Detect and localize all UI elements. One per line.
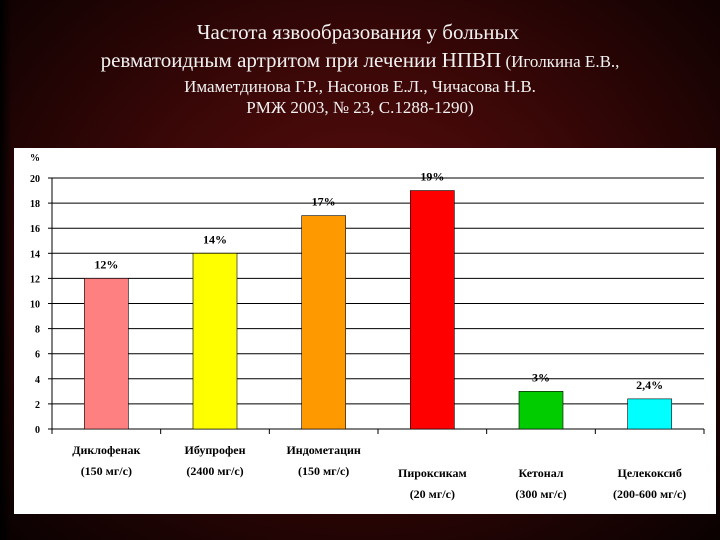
bar: [84, 278, 129, 430]
category-label: Пироксикам: [398, 466, 467, 480]
bar: [410, 190, 455, 430]
category-sublabel: (20 мг/с): [410, 487, 455, 501]
category-sublabel: (150 мг/с): [298, 464, 349, 478]
left-edge-shadow: [0, 0, 12, 540]
category-label: Кетонал: [518, 466, 563, 480]
y-tick-label: 4: [35, 375, 40, 386]
category-sublabel: (200-600 мг/с): [613, 487, 686, 501]
data-label: 14%: [203, 232, 227, 246]
title-line-1: Частота язвообразования у больных: [196, 20, 520, 44]
chart-panel: 0 2 4 6 8 10 12 14 16 18 20% 12% Диклофенак (150 мг/с…: [14, 148, 716, 514]
bar-chart: 0 2 4 6 8 10 12 14 16 18 20% 12% Диклофенак (150 мг/с…: [30, 153, 705, 501]
slide-title: Частота язвообразования у больных ревмат…: [0, 18, 720, 118]
title-line-2-main: ревматоидным артритом при лечении НПВП: [100, 48, 502, 72]
y-tick-label: 12: [30, 274, 40, 285]
data-label: 2,4%: [636, 378, 663, 392]
y-tick-label: 6: [35, 350, 40, 361]
category-label: Диклофенак: [72, 443, 140, 457]
data-label: 12%: [94, 257, 118, 271]
category-sublabel: (2400 мг/с): [186, 464, 243, 478]
y-tick-label: 20: [30, 174, 40, 185]
bar: [192, 253, 238, 430]
title-line-4: РМЖ 2003, № 23, С.1288-1290): [246, 98, 474, 117]
y-tick-label: 14: [30, 249, 40, 260]
category-label: Индометацин: [286, 443, 360, 457]
bar: [518, 391, 564, 430]
y-tick-label: 10: [30, 300, 40, 311]
category-label: Ибупрофен: [184, 443, 245, 457]
category-label: Целекоксиб: [617, 466, 681, 480]
category-sublabel: (150 мг/с): [81, 464, 132, 478]
category-sublabel: (300 мг/с): [515, 487, 566, 501]
data-label: 19%: [420, 170, 444, 184]
bar: [301, 215, 346, 430]
data-label: 17%: [312, 195, 336, 209]
title-line-2: ревматоидным артритом при лечении НПВП (…: [0, 46, 720, 76]
data-label: 3%: [532, 370, 550, 384]
y-tick-label: 18: [30, 199, 40, 210]
y-tick-label: 2: [35, 400, 40, 411]
title-line-2-citation: (Иголкина Е.В.,: [501, 52, 620, 71]
y-tick-label: 0: [35, 425, 40, 436]
y-unit-label: %: [30, 153, 40, 164]
y-tick-label: 16: [30, 224, 40, 235]
bar: [627, 398, 672, 430]
title-line-3: Имаметдинова Г.Р., Насонов Е.Л., Чичасов…: [184, 77, 536, 96]
y-tick-label: 8: [35, 325, 40, 336]
